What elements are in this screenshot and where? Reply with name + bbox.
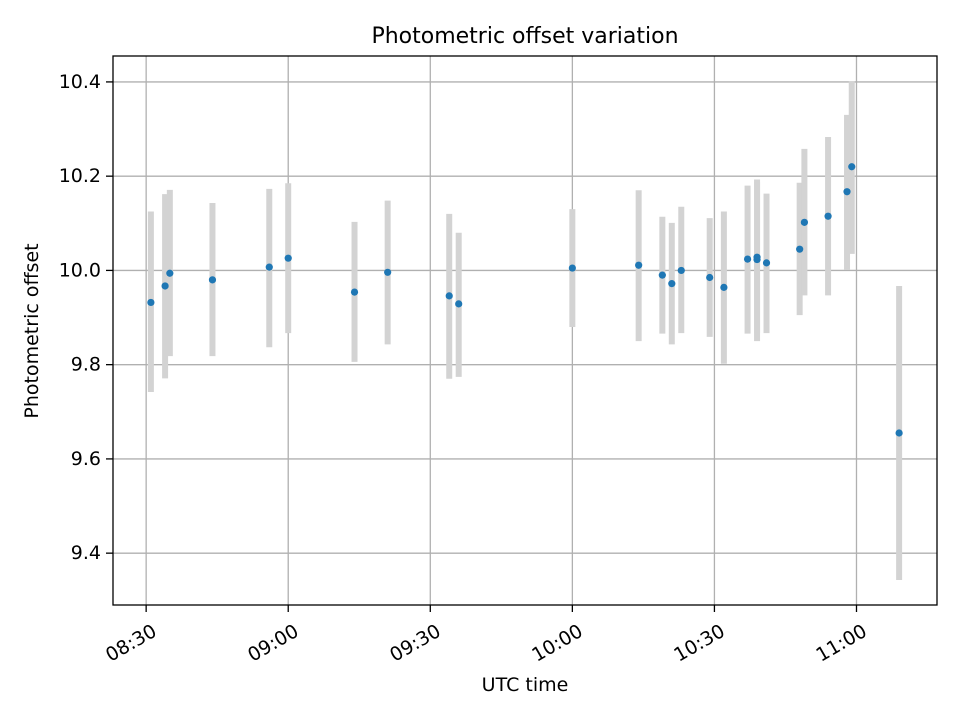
data-point bbox=[265, 263, 273, 271]
data-point bbox=[843, 188, 851, 196]
x-axis-label: UTC time bbox=[482, 674, 569, 696]
data-point bbox=[166, 269, 174, 277]
data-point bbox=[208, 276, 217, 284]
data-point bbox=[895, 429, 903, 437]
data-point bbox=[568, 264, 576, 272]
data-point bbox=[762, 259, 771, 267]
data-point bbox=[445, 292, 453, 300]
data-point bbox=[824, 212, 832, 220]
y-axis-label: Photometric offset bbox=[21, 243, 43, 418]
data-point bbox=[720, 283, 728, 291]
data-point bbox=[796, 245, 804, 253]
data-point bbox=[668, 280, 676, 288]
y-tick-label: 10.2 bbox=[59, 165, 101, 187]
y-tick-label: 10.0 bbox=[59, 259, 101, 281]
data-point bbox=[848, 163, 856, 171]
data-point bbox=[743, 255, 752, 263]
plot-frame bbox=[112, 55, 938, 606]
chart-title: Photometric offset variation bbox=[371, 24, 678, 49]
data-point bbox=[677, 266, 685, 275]
data-point bbox=[455, 300, 463, 308]
data-point bbox=[635, 261, 643, 269]
data-point bbox=[384, 268, 392, 276]
y-tick-label: 9.6 bbox=[71, 448, 101, 470]
y-tick-label: 9.4 bbox=[71, 542, 101, 564]
data-points bbox=[147, 163, 903, 437]
y-tick-label: 9.8 bbox=[71, 354, 101, 376]
data-point bbox=[753, 253, 761, 261]
data-point bbox=[658, 271, 666, 279]
data-point bbox=[350, 288, 359, 296]
y-tick-label: 10.4 bbox=[59, 71, 101, 93]
data-point bbox=[161, 282, 169, 290]
data-point bbox=[284, 254, 292, 262]
y-axis-ticks: 9.4 9.6 9.8 10.0 10.2 10.4 bbox=[59, 71, 113, 564]
data-point bbox=[706, 273, 714, 282]
data-point bbox=[147, 298, 155, 307]
data-point bbox=[800, 218, 809, 226]
